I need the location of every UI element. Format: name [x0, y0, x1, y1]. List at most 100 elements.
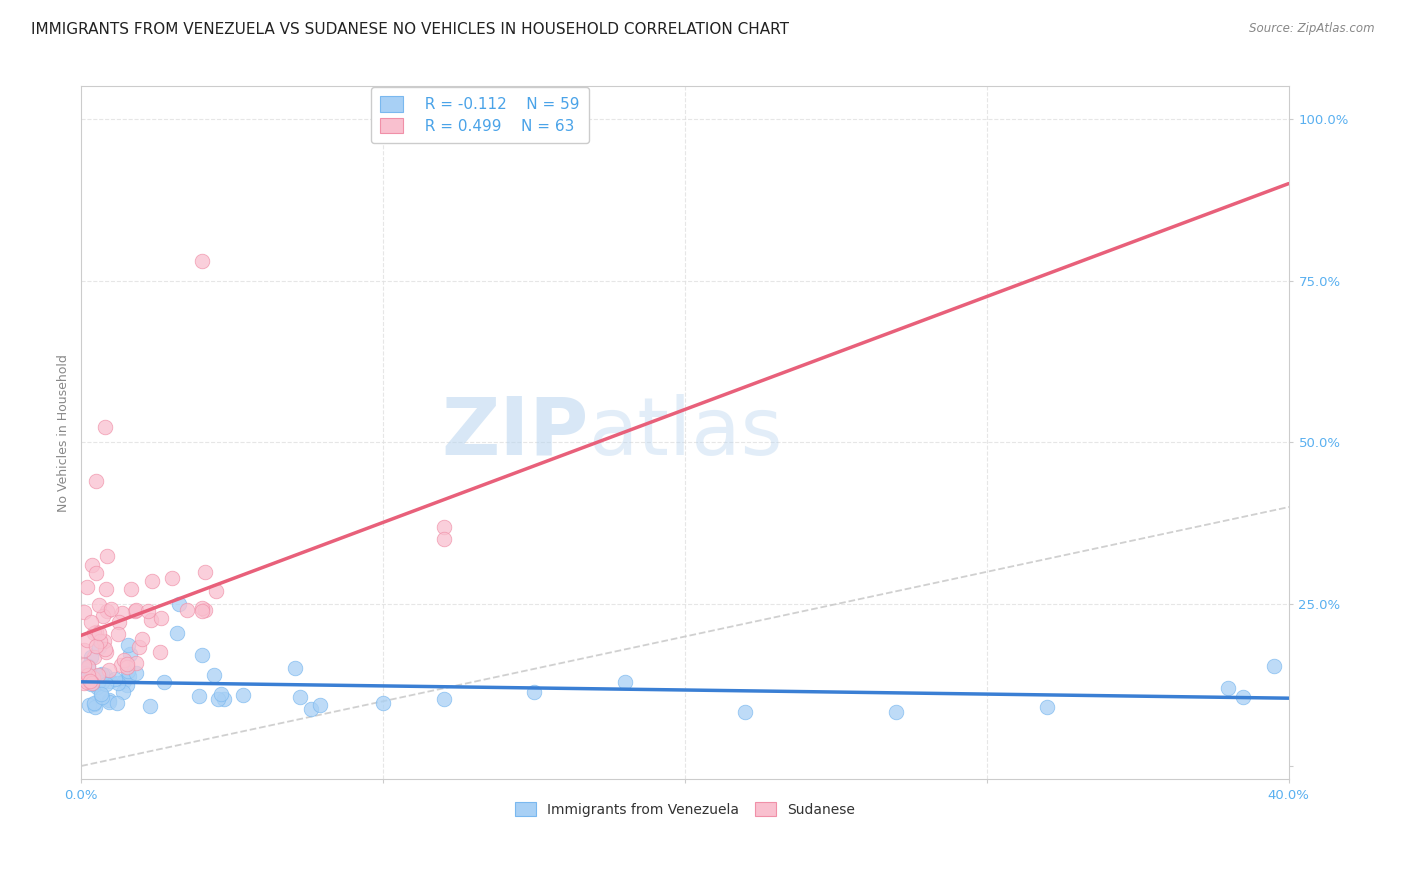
Text: atlas: atlas — [589, 393, 783, 472]
Point — [118, 648, 141, 662]
Point — [117, 678, 139, 692]
Point — [83, 649, 105, 664]
Point — [84, 625, 107, 640]
Point — [1232, 690, 1254, 704]
Point — [94, 677, 117, 691]
Point — [167, 597, 190, 611]
Point — [125, 657, 148, 671]
Point — [90, 689, 112, 703]
Text: Source: ZipAtlas.com: Source: ZipAtlas.com — [1250, 22, 1375, 36]
Point — [1263, 659, 1285, 673]
Point — [283, 661, 305, 675]
Point — [76, 675, 98, 690]
Point — [86, 474, 108, 488]
Point — [96, 605, 118, 619]
Y-axis label: No Vehicles in Household: No Vehicles in Household — [58, 354, 70, 512]
Point — [80, 558, 103, 572]
Point — [117, 669, 139, 683]
Point — [734, 705, 756, 719]
Point — [94, 642, 117, 657]
Point — [120, 582, 142, 596]
Point — [73, 666, 96, 681]
Point — [86, 566, 108, 580]
Point — [94, 419, 117, 434]
Point — [141, 574, 163, 589]
Point — [373, 696, 395, 710]
Point — [89, 625, 111, 640]
Point — [214, 691, 236, 706]
Point — [89, 633, 111, 648]
Point — [100, 602, 122, 616]
Point — [93, 608, 115, 623]
Point — [115, 657, 138, 671]
Point — [73, 605, 96, 619]
Point — [117, 638, 139, 652]
Point — [73, 642, 96, 657]
Point — [232, 688, 254, 702]
Point — [76, 633, 98, 648]
Point — [124, 603, 146, 617]
Point — [432, 520, 454, 534]
Point — [191, 254, 214, 268]
Point — [83, 696, 105, 710]
Point — [117, 664, 139, 678]
Point — [124, 604, 146, 618]
Point — [308, 698, 330, 713]
Point — [89, 640, 111, 655]
Point — [107, 696, 129, 710]
Point — [76, 580, 98, 594]
Point — [79, 649, 101, 664]
Point — [194, 603, 217, 617]
Point — [125, 665, 148, 680]
Point — [73, 672, 96, 686]
Point — [97, 693, 120, 707]
Point — [73, 658, 96, 673]
Point — [149, 645, 172, 659]
Point — [79, 673, 101, 688]
Point — [131, 632, 153, 647]
Point — [149, 611, 172, 625]
Point — [96, 582, 118, 596]
Point — [90, 666, 112, 681]
Point — [209, 687, 232, 701]
Point — [80, 615, 103, 629]
Point — [77, 698, 100, 713]
Point — [107, 627, 129, 641]
Point — [299, 702, 322, 716]
Point — [98, 674, 121, 689]
Text: IMMIGRANTS FROM VENEZUELA VS SUDANESE NO VEHICLES IN HOUSEHOLD CORRELATION CHART: IMMIGRANTS FROM VENEZUELA VS SUDANESE NO… — [31, 22, 789, 37]
Point — [82, 671, 104, 685]
Point — [91, 675, 114, 690]
Point — [204, 584, 226, 599]
Point — [94, 645, 117, 659]
Point — [128, 640, 150, 654]
Point — [104, 673, 127, 687]
Point — [190, 648, 212, 663]
Point — [188, 689, 211, 703]
Point — [96, 549, 118, 563]
Point — [202, 668, 225, 682]
Point — [176, 603, 198, 617]
Point — [79, 677, 101, 691]
Point — [160, 571, 183, 585]
Point — [94, 667, 117, 681]
Point — [90, 690, 112, 704]
Point — [115, 660, 138, 674]
Point — [89, 668, 111, 682]
Point — [432, 692, 454, 706]
Point — [86, 640, 108, 654]
Point — [89, 598, 111, 612]
Text: ZIP: ZIP — [441, 393, 589, 472]
Point — [107, 615, 129, 630]
Point — [77, 658, 100, 673]
Point — [194, 565, 217, 579]
Point — [613, 674, 636, 689]
Point — [77, 668, 100, 682]
Point — [87, 668, 110, 682]
Point — [86, 674, 108, 689]
Point — [153, 675, 176, 690]
Point — [1218, 681, 1240, 696]
Point — [110, 658, 132, 673]
Point — [884, 706, 907, 720]
Point — [111, 607, 134, 621]
